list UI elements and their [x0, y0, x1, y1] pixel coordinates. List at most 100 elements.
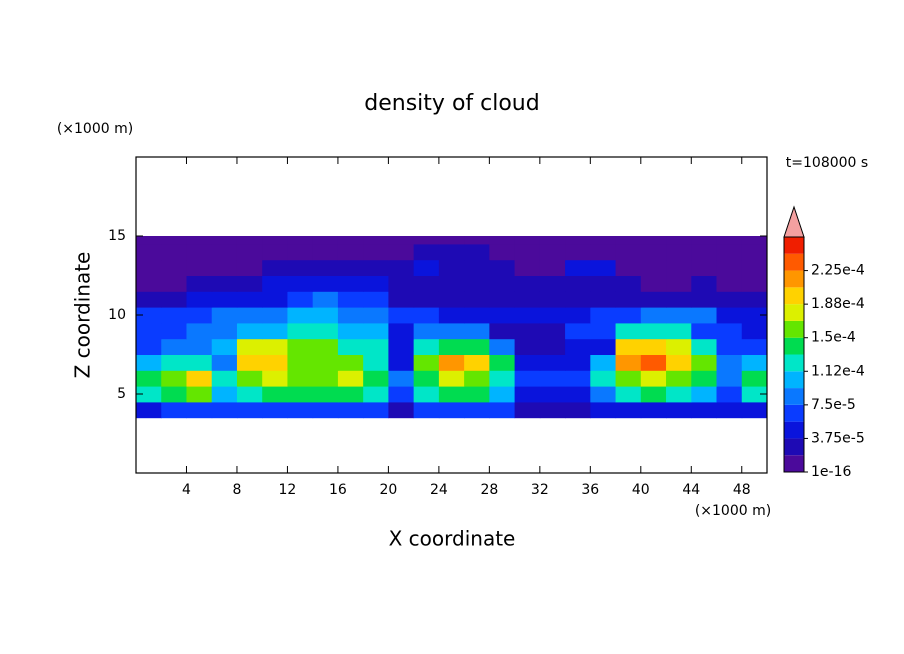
field-cell: [514, 291, 541, 308]
field-cell: [136, 338, 162, 355]
field-cell: [337, 386, 364, 403]
chart-title: density of cloud: [364, 91, 539, 116]
field-cell: [211, 322, 238, 340]
field-cell: [640, 236, 667, 245]
field-cell: [363, 275, 389, 292]
field-cell: [388, 338, 415, 355]
field-cell: [741, 275, 768, 292]
colorbar-band: [784, 270, 804, 288]
field-cell: [464, 291, 490, 308]
x-tick-label: 20: [379, 482, 397, 498]
field-cell: [691, 307, 718, 324]
field-cell: [590, 338, 617, 355]
field-cell: [236, 370, 263, 387]
field-cell: [438, 354, 465, 371]
field-cell: [539, 243, 566, 261]
field-cell: [590, 354, 617, 371]
field-cell: [464, 386, 490, 403]
field-cell: [388, 401, 415, 419]
field-cell: [514, 275, 541, 292]
field-cell: [716, 354, 743, 371]
field-cell: [262, 243, 288, 261]
field-cell: [539, 386, 566, 403]
field-cell: [565, 291, 591, 308]
field-cell: [666, 401, 692, 419]
colorbar-band: [784, 253, 804, 271]
field-cell: [136, 386, 162, 403]
field-cell: [413, 243, 440, 261]
x-unit-label: (×1000 m): [695, 503, 771, 519]
field-cell: [413, 401, 440, 419]
field-cell: [388, 307, 415, 324]
field-cell: [262, 307, 288, 324]
field-cell: [489, 370, 516, 387]
field-cell: [161, 275, 187, 292]
field-cell: [539, 307, 566, 324]
field-cell: [590, 386, 617, 403]
field-cell: [136, 322, 162, 340]
field-cell: [337, 401, 364, 419]
field-cell: [615, 236, 642, 245]
field-cell: [489, 275, 516, 292]
x-tick-label: 24: [430, 482, 448, 498]
field-cell: [236, 275, 263, 292]
field-cell: [741, 322, 768, 340]
field-cell: [438, 307, 465, 324]
colorbar-band: [784, 354, 804, 372]
colorbar-band: [784, 337, 804, 355]
annotation: t=108000 s: [786, 155, 868, 171]
field-cell: [262, 291, 288, 308]
y-tick-label: 10: [108, 307, 126, 323]
field-cell: [236, 354, 263, 371]
field-cell: [438, 322, 465, 340]
field-cell: [716, 236, 743, 245]
field-cell: [565, 354, 591, 371]
field-cell: [741, 338, 768, 355]
x-tick-label: 8: [232, 482, 241, 498]
field-cell: [640, 307, 667, 324]
field-cell: [161, 386, 187, 403]
field-cell: [741, 370, 768, 387]
field-cell: [312, 322, 339, 340]
field-cell: [539, 354, 566, 371]
field-cell: [388, 354, 415, 371]
field-cell: [388, 259, 415, 276]
field-cell: [186, 322, 213, 340]
field-cell: [236, 243, 263, 261]
field-cell: [640, 243, 667, 261]
field-cell: [438, 259, 465, 276]
field-cell: [363, 291, 389, 308]
field-cell: [312, 386, 339, 403]
y-tick-label: 5: [117, 386, 126, 402]
field-cell: [438, 386, 465, 403]
field-cell: [539, 259, 566, 276]
field-cell: [363, 243, 389, 261]
field-cell: [388, 386, 415, 403]
field-cell: [161, 322, 187, 340]
field-cell: [741, 401, 768, 419]
field-cell: [666, 354, 692, 371]
field-cell: [691, 243, 718, 261]
field-cell: [590, 370, 617, 387]
field-cell: [489, 307, 516, 324]
field-cell: [211, 370, 238, 387]
field-cell: [565, 307, 591, 324]
field-cell: [741, 354, 768, 371]
field-cell: [337, 243, 364, 261]
field-cell: [136, 291, 162, 308]
field-cell: [716, 322, 743, 340]
field-cell: [312, 291, 339, 308]
field-cell: [312, 259, 339, 276]
field-cell: [489, 354, 516, 371]
field-cell: [161, 401, 187, 419]
field-cell: [287, 354, 314, 371]
field-cell: [539, 322, 566, 340]
field-cell: [640, 291, 667, 308]
field-cell: [186, 354, 213, 371]
field-cell: [363, 370, 389, 387]
field-cell: [565, 259, 591, 276]
field-cell: [363, 338, 389, 355]
field-cell: [186, 259, 213, 276]
field-cell: [312, 275, 339, 292]
field-cell: [136, 370, 162, 387]
